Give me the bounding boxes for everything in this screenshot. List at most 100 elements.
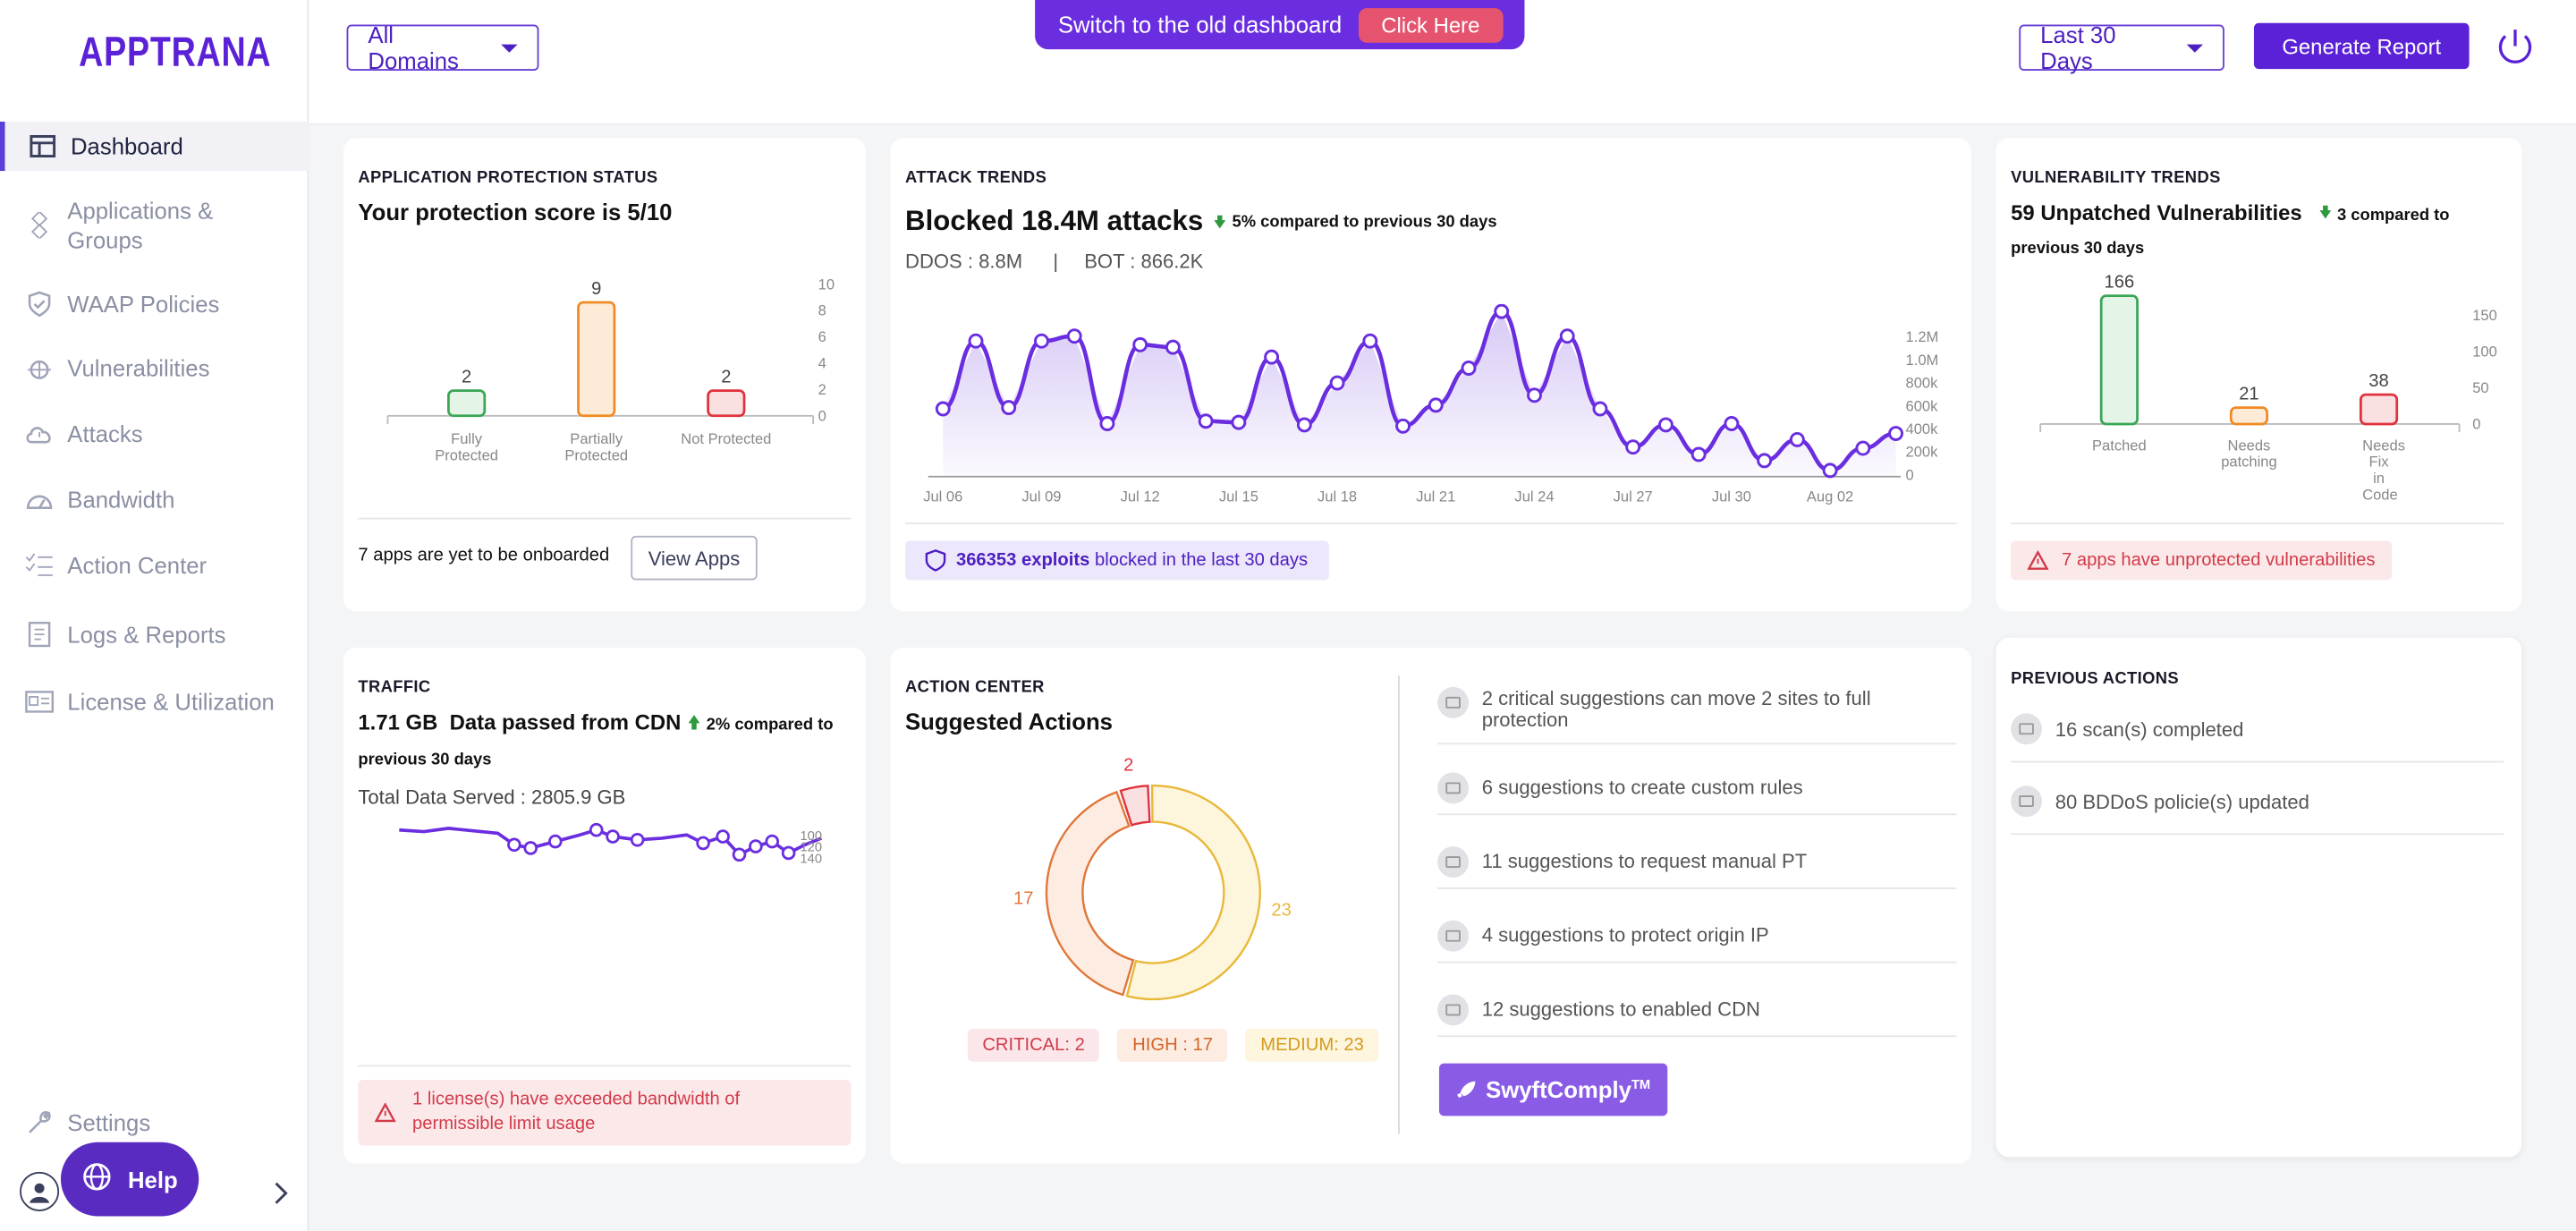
attack-point[interactable] (1264, 349, 1280, 365)
attack-point[interactable] (1066, 328, 1082, 344)
attack-point[interactable] (1625, 439, 1641, 455)
sidebar-item-label: Attacks (67, 420, 143, 447)
attack-point[interactable] (1724, 416, 1740, 431)
tick-label: 2 (818, 381, 826, 398)
domains-dropdown[interactable]: All Domains (346, 21, 539, 74)
attack-point[interactable] (1132, 336, 1148, 352)
divider (2011, 760, 2504, 763)
generate-report-button[interactable]: Generate Report (2253, 22, 2470, 70)
help-button[interactable]: Help (60, 1142, 199, 1217)
tick-label: 140 (800, 851, 823, 867)
date-range-dropdown[interactable]: Last 30 Days (2019, 21, 2224, 74)
attack-point[interactable] (1329, 375, 1345, 391)
attack-point[interactable] (1527, 387, 1542, 403)
attack-point[interactable] (1789, 431, 1805, 447)
attack-point[interactable] (1494, 303, 1510, 319)
attack-point[interactable] (1034, 333, 1049, 349)
traffic-y-ticks: 100 120 140 (800, 829, 823, 867)
attack-point[interactable] (1001, 400, 1017, 416)
sidebar-item-waap-policies[interactable]: WAAP Policies (0, 286, 309, 322)
attack-point[interactable] (1296, 417, 1312, 433)
attack-point[interactable] (1690, 446, 1707, 463)
report-icon (21, 618, 57, 651)
suggestion-item[interactable]: 11 suggestions to request manual PT (1437, 846, 1956, 879)
rocket-icon (1457, 1080, 1477, 1099)
traffic-delta-text: 2% compared to previous 30 days (358, 716, 834, 769)
divider (905, 522, 1957, 525)
sidebar-item-label: Settings (67, 1109, 151, 1136)
swyft-tm: TM (1631, 1076, 1651, 1092)
y-tick-label: 800k (1906, 375, 1939, 392)
divider (2011, 522, 2504, 525)
traffic-sparkline (399, 822, 823, 862)
attack-point[interactable] (1757, 453, 1773, 469)
previous-actions-card (1996, 637, 2522, 1158)
view-apps-button[interactable]: View Apps (631, 535, 758, 581)
vuln-bar (2229, 406, 2269, 426)
expand-chevron-icon[interactable] (269, 1180, 292, 1206)
vuln-bar (2359, 393, 2399, 426)
list-icon (1437, 994, 1470, 1026)
attack-point[interactable] (1888, 426, 1904, 441)
divider (1437, 743, 1957, 745)
sidebar-item-label: Action Center (67, 552, 208, 579)
sidebar-item-bandwidth[interactable]: Bandwidth (0, 481, 309, 517)
x-tick-label: Jul 12 (1121, 488, 1160, 505)
protection-bar (447, 389, 487, 418)
attack-point[interactable] (1395, 418, 1411, 434)
x-tick-label: Jul 30 (1712, 488, 1751, 505)
suggestion-item[interactable]: 4 suggestions to protect origin IP (1437, 920, 1956, 952)
sidebar-item-dashboard[interactable]: Dashboard (0, 121, 309, 172)
attack-point[interactable] (1428, 397, 1444, 413)
donut-slice-medium[interactable] (1125, 784, 1261, 1001)
list-icon (1437, 686, 1470, 718)
attack-point[interactable] (1461, 361, 1477, 376)
attack-point[interactable] (1657, 417, 1674, 433)
suggestion-item[interactable]: 12 suggestions to enabled CDN (1437, 994, 1956, 1026)
attack-point[interactable] (1822, 463, 1838, 479)
sidebar-item-applications[interactable]: Applications & Groups (0, 194, 309, 257)
attack-area-chart: Jul 06 Jul 09 Jul 12 Jul 15 Jul 18 Jul 21 Jul … (923, 303, 1939, 505)
donut-slice-high[interactable] (1045, 790, 1135, 997)
domains-dropdown-value: All Domains (368, 21, 459, 74)
bug-icon (21, 352, 57, 385)
attack-point[interactable] (1099, 416, 1115, 431)
sidebar-item-vulnerabilities[interactable]: Vulnerabilities (0, 350, 309, 386)
sidebar-item-settings[interactable]: Settings (0, 1105, 309, 1141)
sidebar-item-license[interactable]: License & Utilization (0, 683, 309, 719)
tick-label: 10 (818, 276, 835, 293)
power-icon[interactable] (2494, 26, 2537, 77)
sidebar-item-attacks[interactable]: Attacks (0, 416, 309, 452)
sidebar: APPTRANA Dashboard Applications & Groups… (0, 0, 309, 1231)
sidebar-item-logs-reports[interactable]: Logs & Reports (0, 616, 309, 652)
traffic-alert: 1 license(s) have exceeded bandwidth of … (358, 1079, 852, 1146)
app-logo: APPTRANA (79, 30, 272, 76)
attack-point[interactable] (1362, 333, 1378, 349)
tick-label: 0 (818, 407, 826, 424)
donut-legend: CRITICAL: 2 HIGH : 17 MEDIUM: 23 (967, 1029, 1379, 1062)
user-avatar-icon[interactable] (20, 1171, 60, 1211)
attack-point[interactable] (935, 401, 951, 417)
attack-point[interactable] (1855, 440, 1871, 456)
swyftcomply-button[interactable]: SwyftComplyTM (1438, 1063, 1668, 1116)
legend-medium: MEDIUM: 23 (1245, 1029, 1379, 1062)
suggestion-item[interactable]: 6 suggestions to create custom rules (1437, 772, 1956, 804)
sidebar-item-action-center[interactable]: Action Center (0, 548, 309, 583)
previous-item-label: 80 BDDoS policie(s) updated (2055, 789, 2309, 813)
shield-icon (925, 549, 946, 572)
attack-point[interactable] (1559, 328, 1575, 344)
protection-bar (577, 301, 616, 418)
attack-point[interactable] (968, 333, 984, 349)
attack-point[interactable] (1165, 339, 1181, 355)
license-icon (21, 685, 57, 718)
attack-point[interactable] (1198, 413, 1214, 429)
click-here-button[interactable]: Click Here (1358, 7, 1504, 42)
sidebar-item-label: Applications & Groups (67, 197, 214, 253)
donut-slice-critical[interactable] (1119, 785, 1151, 827)
attack-point[interactable] (1231, 414, 1247, 430)
previous-title: PREVIOUS ACTIONS (2011, 670, 2180, 689)
suggestion-item[interactable]: 2 critical suggestions can move 2 sites … (1437, 686, 1956, 732)
bar-value: 166 (2105, 272, 2135, 292)
checklist-icon (21, 549, 57, 582)
attack-point[interactable] (1592, 401, 1608, 417)
